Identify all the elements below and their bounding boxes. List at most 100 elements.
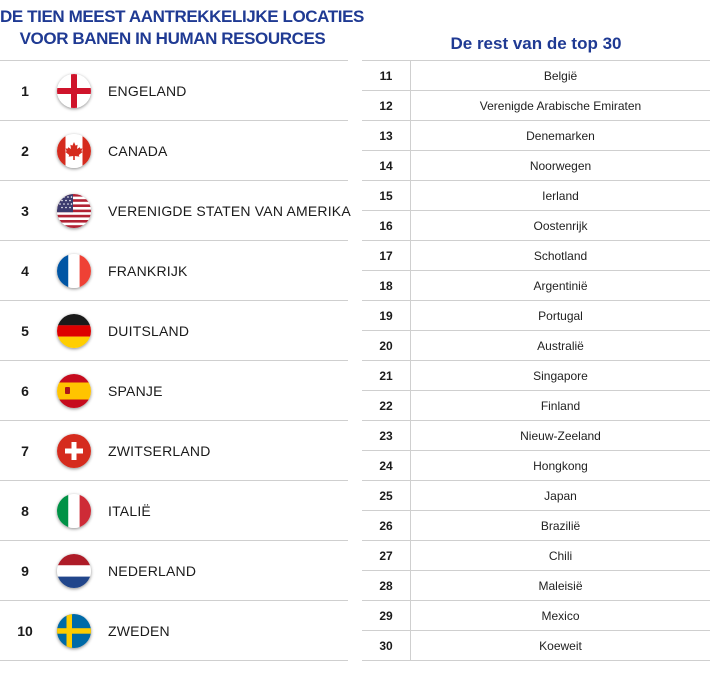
england-flag-icon — [57, 74, 91, 108]
rest-row: 25 Japan — [362, 481, 710, 511]
country-cell: Nieuw-Zeeland — [410, 421, 710, 450]
country-name: Noorwegen — [529, 159, 592, 173]
country-cell: Oostenrijk — [410, 211, 710, 240]
rank-number: 16 — [379, 219, 393, 233]
country-name: DUITSLAND — [108, 323, 190, 339]
country-name: Brazilië — [540, 519, 581, 533]
top-ten-title-line1: DE TIEN MEEST AANTREKKELIJKE LOCATIES — [0, 7, 364, 26]
usa-flag-icon — [57, 194, 91, 228]
country-cell: Brazilië — [410, 511, 710, 540]
country-cell: Portugal — [410, 301, 710, 330]
rank-number: 26 — [379, 519, 393, 533]
rank-number: 30 — [379, 639, 393, 653]
country-name: Maleisië — [538, 579, 583, 593]
rank-number: 6 — [21, 383, 29, 399]
country-name: Portugal — [538, 309, 583, 323]
country-name: Schotland — [533, 249, 588, 263]
rank-number: 17 — [379, 249, 393, 263]
rank-number: 13 — [379, 129, 393, 143]
country-name: Australië — [537, 339, 584, 353]
country-name: België — [543, 69, 578, 83]
rank-number: 8 — [21, 503, 29, 519]
rest-row: 29 Mexico — [362, 601, 710, 631]
rest-row: 17 Schotland — [362, 241, 710, 271]
country-name: NEDERLAND — [108, 563, 197, 579]
country-cell: Mexico — [410, 601, 710, 630]
rest-list: 11 België 12 Verenigde Arabische Emiraten … — [362, 60, 710, 661]
rest-row: 23 Nieuw-Zeeland — [362, 421, 710, 451]
rank-number: 7 — [21, 443, 29, 459]
country-name: Nieuw-Zeeland — [520, 429, 601, 443]
rank-number: 15 — [379, 189, 393, 203]
rank-number: 19 — [379, 309, 393, 323]
rest-row: 11 België — [362, 61, 710, 91]
country-name: Japan — [544, 489, 577, 503]
country-cell: Maleisië — [410, 571, 710, 600]
rest-row: 12 Verenigde Arabische Emiraten — [362, 91, 710, 121]
rank-number: 5 — [21, 323, 29, 339]
top-ten-panel: DE TIEN MEEST AANTREKKELIJKE LOCATIES VO… — [0, 0, 364, 680]
country-name: Koeweit — [539, 639, 582, 653]
top-ten-row: 7 ZWITSERLAND — [0, 421, 348, 481]
country-name: Mexico — [541, 609, 580, 623]
country-cell: Koeweit — [410, 631, 710, 660]
rest-row: 28 Maleisië — [362, 571, 710, 601]
country-name: ITALIË — [108, 503, 151, 519]
rest-row: 30 Koeweit — [362, 631, 710, 661]
rank-number: 1 — [21, 83, 29, 99]
rank-number: 14 — [379, 159, 393, 173]
top-ten-row: 10 ZWEDEN — [0, 601, 348, 661]
rest-row: 18 Argentinië — [362, 271, 710, 301]
country-cell: Denemarken — [410, 121, 710, 150]
rank-number: 25 — [379, 489, 393, 503]
france-flag-icon — [57, 254, 91, 288]
top-ten-list: 1 ENGELAND 2 CANADA 3 — [0, 60, 351, 661]
country-cell: Ierland — [410, 181, 710, 210]
sweden-flag-icon — [57, 614, 91, 648]
rank-number: 21 — [379, 369, 393, 383]
country-cell: Singapore — [410, 361, 710, 390]
country-name: FRANKRIJK — [108, 263, 188, 279]
italy-flag-icon — [57, 494, 91, 528]
rest-row: 15 Ierland — [362, 181, 710, 211]
canada-flag-icon — [57, 134, 91, 168]
top-ten-row: 8 ITALIË — [0, 481, 348, 541]
country-cell: Noorwegen — [410, 151, 710, 180]
rank-number: 10 — [17, 623, 33, 639]
country-name: ENGELAND — [108, 83, 187, 99]
top-ten-row: 5 DUITSLAND — [0, 301, 348, 361]
country-name: Verenigde Arabische Emiraten — [479, 99, 642, 113]
rank-number: 23 — [379, 429, 393, 443]
rank-number: 9 — [21, 563, 29, 579]
rank-number: 12 — [379, 99, 393, 113]
rest-row: 24 Hongkong — [362, 451, 710, 481]
country-name: Argentinië — [533, 279, 588, 293]
country-name: Finland — [540, 399, 581, 413]
country-cell: Hongkong — [410, 451, 710, 480]
top-ten-row: 4 FRANKRIJK — [0, 241, 348, 301]
rest-row: 14 Noorwegen — [362, 151, 710, 181]
rank-number: 4 — [21, 263, 29, 279]
netherlands-flag-icon — [57, 554, 91, 588]
country-cell: Argentinië — [410, 271, 710, 300]
country-cell: Chili — [410, 541, 710, 570]
rest-row: 13 Denemarken — [362, 121, 710, 151]
top-ten-row: 2 CANADA — [0, 121, 348, 181]
country-cell: Verenigde Arabische Emiraten — [410, 91, 710, 120]
rest-row: 21 Singapore — [362, 361, 710, 391]
country-name: SPANJE — [108, 383, 163, 399]
rank-number: 24 — [379, 459, 393, 473]
top-ten-row: 6 SPANJE — [0, 361, 348, 421]
country-cell: Australië — [410, 331, 710, 360]
country-name: ZWITSERLAND — [108, 443, 211, 459]
country-name: VERENIGDE STATEN VAN AMERIKA — [108, 203, 351, 219]
country-name: Chili — [548, 549, 573, 563]
country-cell: België — [410, 61, 710, 90]
top-ten-row: 1 ENGELAND — [0, 61, 348, 121]
rank-number: 28 — [379, 579, 393, 593]
rest-row: 16 Oostenrijk — [362, 211, 710, 241]
germany-flag-icon — [57, 314, 91, 348]
rank-number: 3 — [21, 203, 29, 219]
country-cell: Finland — [410, 391, 710, 420]
rest-row: 20 Australië — [362, 331, 710, 361]
